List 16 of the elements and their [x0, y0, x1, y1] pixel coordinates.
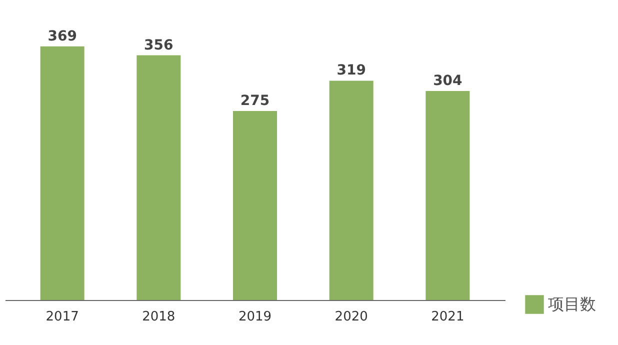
data-label: 356	[144, 37, 174, 54]
data-label: 319	[336, 62, 366, 79]
x-tick-label: 2020	[334, 310, 368, 324]
bar	[233, 110, 277, 300]
data-label: 304	[433, 73, 463, 89]
legend-label: 项目数	[548, 294, 596, 314]
data-label: 275	[240, 92, 270, 109]
x-tick-label: 2018	[142, 310, 176, 324]
x-tick-label: 2021	[431, 310, 464, 324]
bar	[136, 55, 181, 300]
x-tick-label: 2017	[46, 310, 79, 324]
x-tick-label: 2019	[238, 310, 272, 324]
bar	[40, 46, 84, 300]
bar	[426, 91, 470, 300]
bar	[329, 80, 374, 300]
data-label: 369	[48, 28, 77, 44]
